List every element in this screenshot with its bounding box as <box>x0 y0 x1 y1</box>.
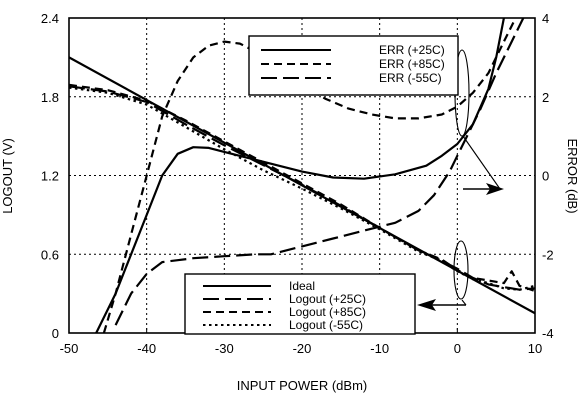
x-tick-label: -50 <box>60 341 79 356</box>
legend-error: ERR (+25C)ERR (+85C)ERR (-55C) <box>248 35 459 96</box>
y-right-tick-label: 0 <box>542 169 549 184</box>
legend-logout-label: Logout (+25C) <box>289 292 366 306</box>
series-err-85c <box>102 18 517 333</box>
x-tick-label: -30 <box>215 341 234 356</box>
x-axis-title: INPUT POWER (dBm) <box>237 378 368 393</box>
series-logout-55c <box>69 86 535 291</box>
legend-logout-label: Logout (+85C) <box>289 305 366 319</box>
y-right-tick-label: 4 <box>542 11 549 26</box>
y-left-tick-label: 1.2 <box>41 169 59 184</box>
y-axis-title-left: LOGOUT (V) <box>0 138 15 214</box>
x-tick-label: -10 <box>370 341 389 356</box>
series-logout-85c <box>69 83 535 293</box>
plot-area <box>69 18 535 333</box>
series-err-25c <box>95 18 506 333</box>
error-arrow-leader <box>462 135 501 190</box>
y-right-tick-label: -4 <box>542 326 554 341</box>
legend-logout-label: Logout (-55C) <box>289 318 363 332</box>
y-axis-title-right: ERROR (dB) <box>565 138 580 213</box>
series-err-55c <box>114 18 525 326</box>
legend-error-label: ERR (+85C) <box>379 57 445 71</box>
x-tick-label: 0 <box>454 341 461 356</box>
legends: ERR (+25C)ERR (+85C)ERR (-55C)IdealLogou… <box>184 35 459 335</box>
legend-error-label: ERR (-55C) <box>379 71 442 85</box>
logout-arrow-leader <box>461 299 467 306</box>
series-layer <box>69 18 535 333</box>
y-left-tick-label: 1.8 <box>41 90 59 105</box>
y-left-tick-label: 0 <box>52 326 59 341</box>
y-left-tick-label: 2.4 <box>41 11 59 26</box>
arrow-left-icon <box>417 299 436 311</box>
arrow-right-icon <box>486 183 504 195</box>
legend-error-label: ERR (+25C) <box>379 43 445 57</box>
legend-logout-label: Ideal <box>289 279 315 293</box>
x-tick-label: -40 <box>137 341 156 356</box>
y-right-tick-label: -2 <box>542 247 554 262</box>
y-left-tick-label: 0.6 <box>41 247 59 262</box>
legend-error-box <box>248 35 459 96</box>
y-right-tick-label: 2 <box>542 90 549 105</box>
x-tick-label: -20 <box>293 341 312 356</box>
x-tick-label: 10 <box>528 341 542 356</box>
logout-group-oval <box>453 240 469 300</box>
